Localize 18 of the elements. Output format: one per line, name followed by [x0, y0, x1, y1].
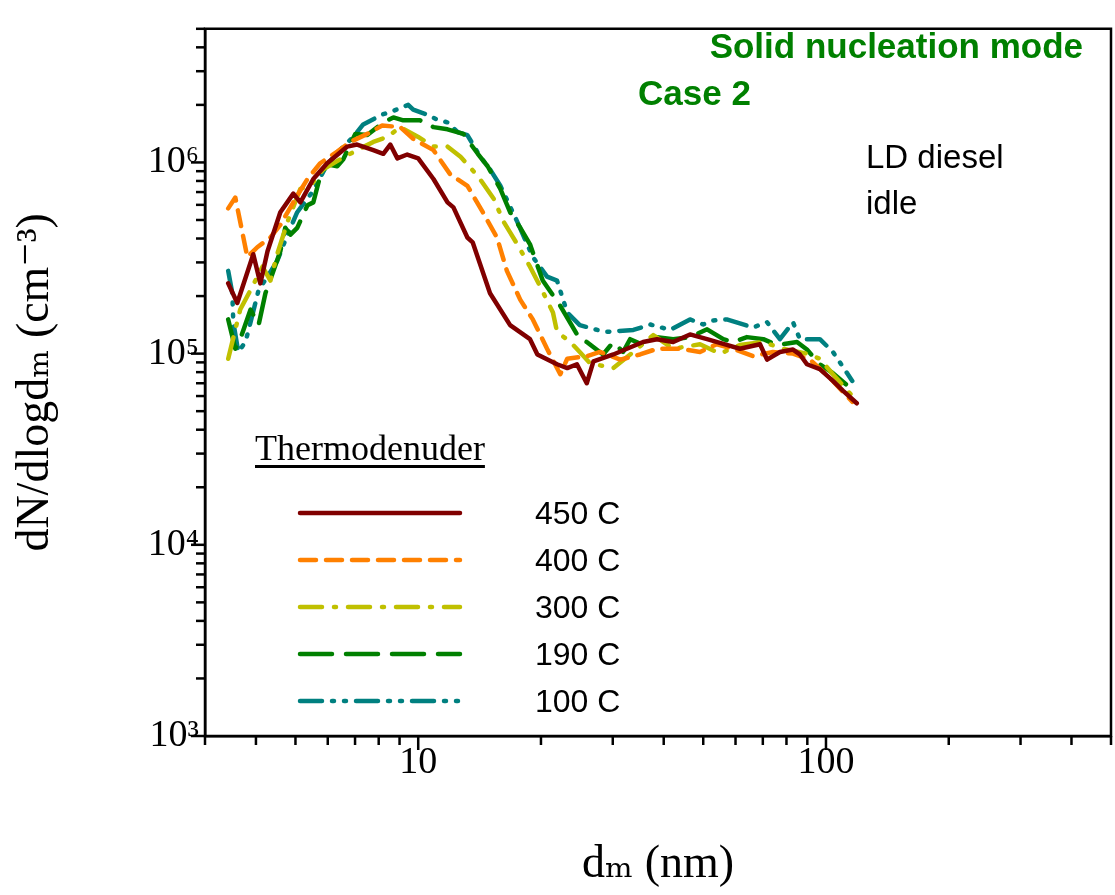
annotation: Case 2	[638, 73, 751, 112]
y-tick-label: 10⁵	[147, 329, 199, 372]
annotation: idle	[866, 184, 918, 221]
x-tick-label: 10	[399, 738, 438, 781]
legend-label: 300 C	[535, 588, 621, 625]
y-axis-title: dN/dlogdₘ (cm⁻³)	[6, 213, 58, 552]
annotation: Solid nucleation mode	[709, 26, 1083, 65]
legend-title: Thermodenuder	[255, 428, 485, 468]
annotation: LD diesel	[866, 138, 1004, 175]
legend-label: 190 C	[535, 635, 621, 672]
legend-label: 450 C	[535, 494, 621, 531]
y-tick-label: 10⁶	[147, 138, 199, 181]
legend-label: 100 C	[535, 682, 621, 719]
x-tick-label: 100	[797, 738, 855, 781]
y-tick-label: 10⁴	[147, 520, 199, 563]
y-tick-label: 10³	[149, 711, 199, 754]
x-axis-title: dₘ (nm)	[581, 836, 735, 888]
legend-label: 400 C	[535, 541, 621, 578]
